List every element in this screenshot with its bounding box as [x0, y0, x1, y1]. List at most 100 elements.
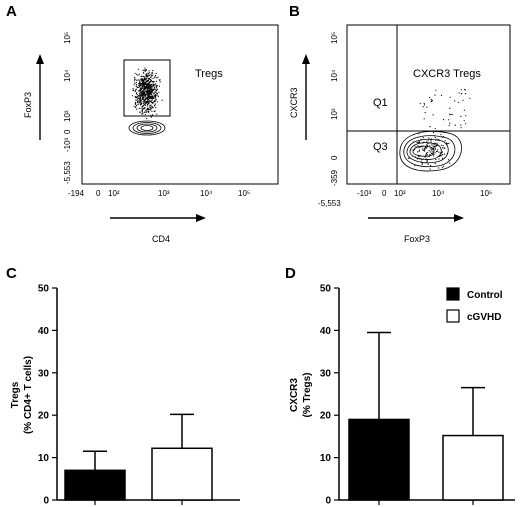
panel-b-event-dot — [434, 95, 435, 96]
panel-a-event-dot — [154, 77, 155, 78]
panel-a-y-tick: 10⁵ — [63, 32, 72, 44]
panel-b-x-tick: 10⁴ — [432, 189, 445, 198]
panel-a-event-dot — [140, 90, 141, 91]
panel-a-event-dot — [156, 95, 157, 96]
panel-b-event-dot — [428, 138, 429, 139]
panel-b-event-dot — [464, 110, 465, 111]
panel-b-event-dot — [432, 100, 433, 101]
panel-a-x-tick: 10⁴ — [200, 189, 213, 198]
panel-b-event-dot — [432, 151, 433, 152]
panel-a-event-dot — [135, 97, 136, 98]
panel-a-event-dot — [145, 110, 146, 111]
legend-swatch-cgvhd — [447, 310, 459, 322]
panel-b-event-dot — [419, 151, 420, 152]
panel-b-event-dot — [438, 167, 439, 168]
panel-b-event-dot — [422, 164, 423, 165]
panel-a-event-dot — [144, 108, 145, 109]
panel-a-event-dot — [152, 70, 153, 71]
panel-a-event-dot — [156, 87, 157, 88]
panel-a-event-dot — [142, 97, 143, 98]
panel-d: D CXCR3 (% Tregs) 01020304050 Control cG… — [285, 265, 515, 507]
panel-a-event-dot — [142, 90, 143, 91]
panel-b-event-dot — [425, 147, 426, 148]
legend: Control cGVHD — [447, 288, 503, 323]
panel-a-event-dot — [138, 102, 139, 103]
panel-a-event-dot — [151, 89, 152, 90]
panel-a-event-dot — [142, 101, 143, 102]
panel-a-event-dot — [151, 74, 152, 75]
panel-b-event-dot — [435, 159, 436, 160]
y-tick-label: 20 — [38, 411, 50, 422]
panel-a-event-dot — [148, 109, 149, 110]
panel-c-bar-chart: 01020304050 — [38, 284, 240, 507]
panel-a-event-dot — [151, 98, 152, 99]
panel-a-event-dot — [153, 89, 154, 90]
panel-b-event-dot — [435, 90, 436, 91]
panel-a-event-dot — [138, 69, 139, 70]
panel-a-event-dot — [153, 98, 154, 99]
panel-a-event-dot — [137, 96, 138, 97]
panel-a-event-dot — [145, 84, 146, 85]
panel-b-event-dot — [430, 151, 431, 152]
panel-a-event-dot — [148, 83, 149, 84]
panel-a-event-dot — [145, 78, 146, 79]
panel-b-event-dot — [423, 150, 424, 151]
panel-a-event-dot — [143, 92, 144, 93]
panel-b-x-arrowhead — [454, 214, 464, 222]
panel-c: C Tregs (% CD4+ T cells) 01020304050 — [6, 265, 240, 507]
panel-a-event-dot — [159, 86, 160, 87]
panel-a-event-dot — [140, 104, 141, 105]
panel-a-event-dot — [148, 102, 149, 103]
panel-a-event-dot — [155, 92, 156, 93]
panel-b-event-dot — [432, 149, 433, 150]
panel-b-event-dot — [449, 125, 450, 126]
panel-a-event-dot — [135, 73, 136, 74]
panel-b-event-dot — [438, 152, 439, 153]
panel-c-y-label-line2: (% CD4+ T cells) — [23, 356, 34, 434]
panel-a-event-dot — [154, 96, 155, 97]
panel-a-event-dot — [157, 77, 158, 78]
panel-a-event-dot — [156, 77, 157, 78]
panel-a-event-dot — [145, 102, 146, 103]
panel-b-event-dot — [465, 115, 466, 116]
panel-b-event-dot — [454, 100, 455, 101]
panel-a-event-dot — [135, 79, 136, 80]
panel-a-event-dot — [154, 101, 155, 102]
y-tick-label: 50 — [320, 284, 332, 295]
panel-a-y-arrowhead — [36, 54, 44, 64]
panel-b-quadrant-q1: Q1 — [373, 97, 388, 109]
panel-a-event-dot — [136, 105, 137, 106]
panel-a-event-dot — [134, 83, 135, 84]
panel-a-event-dot — [156, 81, 157, 82]
panel-a-event-dot — [134, 79, 135, 80]
panel-a-event-dot — [140, 83, 141, 84]
panel-b-event-dot — [442, 147, 443, 148]
panel-a-event-dot — [135, 106, 136, 107]
panel-a-event-dot — [154, 92, 155, 93]
panel-a-event-dot — [150, 91, 151, 92]
panel-b-event-dot — [423, 106, 424, 107]
y-tick-label: 30 — [38, 368, 50, 379]
panel-a-event-dot — [146, 84, 147, 85]
panel-b-event-dot — [417, 145, 418, 146]
panel-a-event-dot — [151, 81, 152, 82]
panel-b-event-dot — [449, 108, 450, 109]
panel-a-event-dot — [141, 78, 142, 79]
panel-a-gate-label: Tregs — [195, 68, 223, 80]
panel-a-event-dot — [143, 86, 144, 87]
panel-a-event-dot — [136, 74, 137, 75]
y-tick-label: 0 — [43, 496, 49, 507]
panel-b-event-dot — [436, 143, 437, 144]
panel-b-event-dot — [442, 154, 443, 155]
panel-a-event-dot — [135, 100, 136, 101]
panel-a-event-dot — [151, 111, 152, 112]
panel-a-event-dot — [145, 88, 146, 89]
panel-a-event-dot — [137, 94, 138, 95]
panel-a-event-dot — [139, 101, 140, 102]
panel-a-event-dot — [149, 106, 150, 107]
panel-b-event-dot — [426, 153, 427, 154]
panel-a-event-dot — [140, 112, 141, 113]
panel-a-event-dot — [139, 74, 140, 75]
panel-a-event-dot — [147, 73, 148, 74]
y-tick-label: 10 — [320, 453, 332, 464]
